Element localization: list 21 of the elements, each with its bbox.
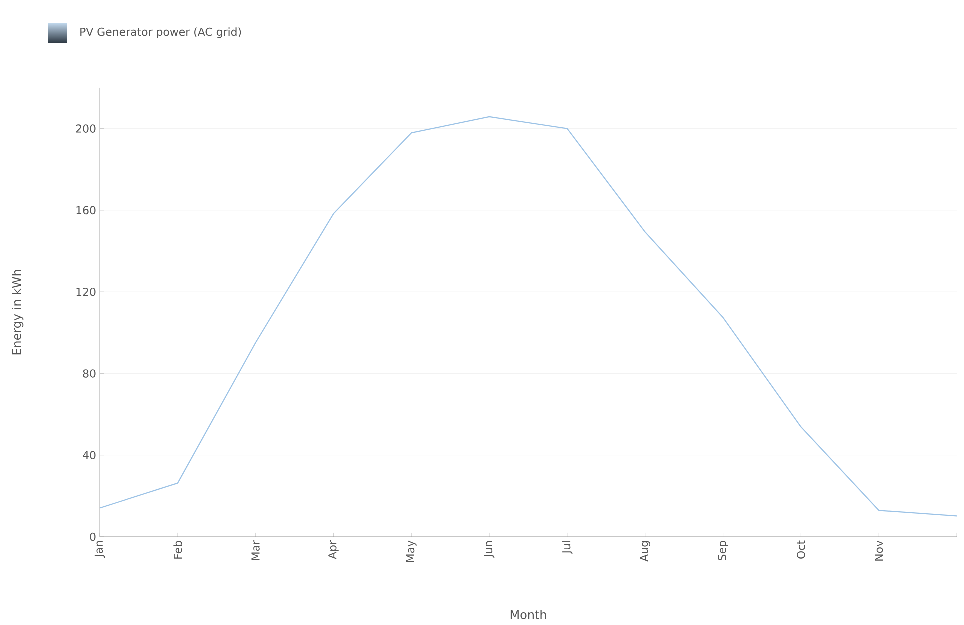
y-tick-label: 200 (76, 124, 96, 133)
y-tick-label: 80 (83, 370, 96, 378)
line-series (99, 116, 958, 517)
y-tick-label: 160 (76, 206, 96, 215)
x-tick-label: Mar (252, 540, 260, 560)
x-tick-label: Sep (718, 541, 728, 560)
legend-label: PV Generator power (AC grid) (80, 28, 242, 38)
x-axis-title: Month (510, 610, 546, 620)
x-tick-label: Jan (94, 541, 106, 558)
x-tick-label: Oct (797, 540, 806, 559)
x-tick-label: May (406, 540, 417, 562)
y-tick-label: 0 (90, 532, 96, 542)
y-tick-label: 40 (83, 451, 96, 460)
x-tick-label: Nov (875, 540, 884, 561)
x-tick-label: Apr (328, 540, 339, 560)
y-axis-title: Energy in kWh (12, 270, 24, 355)
x-tick-label: Jul (562, 542, 573, 554)
x-tick-label: Jun (484, 541, 495, 558)
y-tick-label: 120 (76, 288, 96, 296)
x-tick-label: Feb (174, 541, 182, 559)
x-tick-label: Aug (640, 542, 651, 562)
